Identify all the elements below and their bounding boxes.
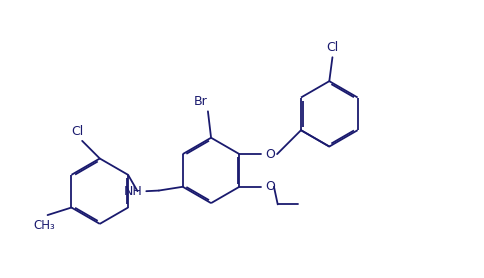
Text: NH: NH: [123, 185, 142, 198]
Text: Br: Br: [193, 95, 207, 108]
Text: O: O: [265, 148, 274, 161]
Text: CH₃: CH₃: [33, 219, 55, 232]
Text: Cl: Cl: [71, 125, 83, 138]
Text: O: O: [265, 180, 274, 193]
Text: Cl: Cl: [326, 41, 338, 54]
